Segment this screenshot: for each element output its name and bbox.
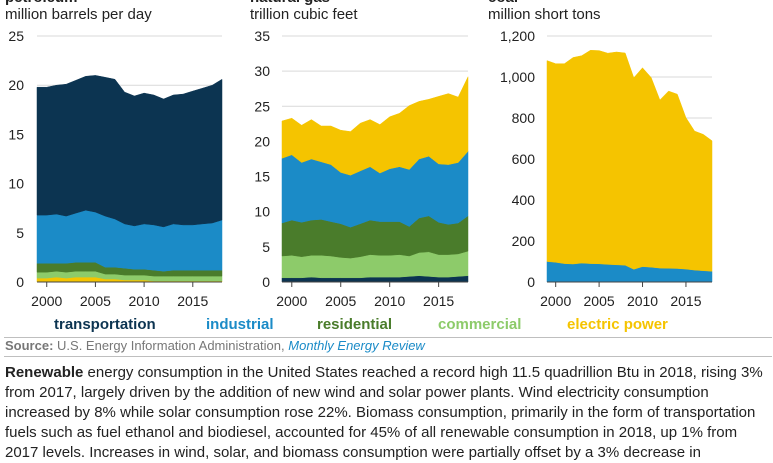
x-tick-label: 2005 <box>325 293 356 309</box>
y-tick-label: 15 <box>8 126 24 142</box>
x-tick-label: 2010 <box>627 293 658 309</box>
y-tick-label: 1,200 <box>500 28 535 44</box>
x-tick-label: 2010 <box>129 293 160 309</box>
body-lead: Renewable <box>5 364 84 381</box>
y-tick-label: 20 <box>8 77 24 93</box>
y-tick-label: 1,000 <box>500 69 535 85</box>
legend-item-commercial: commercial <box>438 316 522 333</box>
x-tick-label: 2000 <box>276 293 307 309</box>
y-tick-label: 10 <box>254 204 270 220</box>
y-tick-label: 800 <box>512 110 536 126</box>
source-note: Source: U.S. Energy Information Administ… <box>5 338 425 353</box>
y-tick-label: 30 <box>254 63 270 79</box>
y-tick-label: 0 <box>262 274 270 290</box>
source-publication-link[interactable]: Monthly Energy Review <box>288 338 425 353</box>
x-tick-label: 2005 <box>584 293 615 309</box>
chart-panel-petroleum: petroleummillion barrels per day 0 5 10 15 20… <box>5 0 223 309</box>
divider-top <box>4 337 772 338</box>
legend-item-electric-power: electric power <box>567 316 668 333</box>
y-tick-label: 15 <box>254 169 270 185</box>
chart-panel-natural-gas: natural gastrillion cubic feet 0 5 10 15 20 25… <box>250 0 469 309</box>
chart-title: petroleum <box>5 0 78 6</box>
chart-area: petroleummillion barrels per day 0 5 10 15 20… <box>5 0 713 309</box>
area-electric-power <box>546 50 713 272</box>
y-tick-label: 20 <box>254 133 270 149</box>
chart-subtitle: million short tons <box>488 6 601 23</box>
y-tick-label: 35 <box>254 28 270 44</box>
legend-item-residential: residential <box>317 316 393 333</box>
x-tick-label: 2005 <box>80 293 111 309</box>
x-tick-label: 2015 <box>423 293 454 309</box>
y-tick-label: 5 <box>16 225 24 241</box>
chart-subtitle: million barrels per day <box>5 6 152 23</box>
body-text: energy consumption in the United States … <box>5 364 763 461</box>
y-tick-label: 25 <box>254 98 270 114</box>
body-paragraph: Renewable energy consumption in the Unit… <box>5 363 769 463</box>
chart-panel-coal: coalmillion short tons 0 200 400 600 800 1,000… <box>488 0 713 309</box>
x-tick-label: 2015 <box>670 293 701 309</box>
legend-item-industrial: industrial <box>206 316 274 333</box>
area-transportation <box>36 75 223 228</box>
source-label: Source: <box>5 338 54 353</box>
legend-item-transportation: transportation <box>54 316 156 333</box>
y-tick-label: 25 <box>8 28 24 44</box>
y-tick-label: 600 <box>512 151 536 167</box>
chart-title: coal <box>488 0 518 6</box>
x-tick-label: 2000 <box>540 293 571 309</box>
area-electric-power <box>281 76 469 176</box>
divider-bottom <box>4 356 772 357</box>
source-agency: U.S. Energy Information Administration, <box>57 338 285 353</box>
y-tick-label: 10 <box>8 176 24 192</box>
x-tick-label: 2010 <box>374 293 405 309</box>
y-tick-label: 5 <box>262 239 270 255</box>
y-tick-label: 0 <box>527 274 535 290</box>
x-tick-label: 2000 <box>31 293 62 309</box>
y-tick-label: 0 <box>16 274 24 290</box>
chart-subtitle: trillion cubic feet <box>250 6 358 23</box>
chart-title: natural gas <box>250 0 330 6</box>
y-tick-label: 200 <box>512 233 536 249</box>
y-tick-label: 400 <box>512 192 536 208</box>
x-tick-label: 2015 <box>177 293 208 309</box>
